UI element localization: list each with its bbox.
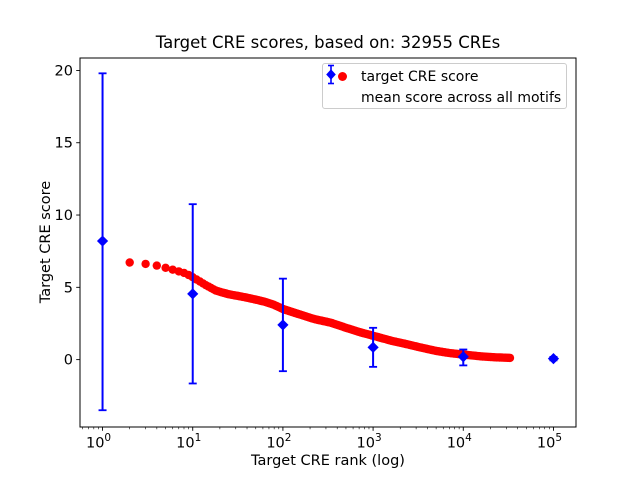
- y-tick-label: 15: [55, 136, 73, 152]
- mean-score-point: [277, 319, 289, 331]
- mean-score-point: [547, 353, 560, 365]
- axes: 100 101 102 103 104 105 0 5 10 15 20: [55, 63, 562, 451]
- x-tick-label: 104: [447, 432, 472, 452]
- legend-item-target-score: target CRE score: [323, 66, 566, 87]
- y-tick-label: 5: [64, 280, 73, 296]
- plot-border: [79, 57, 577, 428]
- x-axis-label: Target CRE rank (log): [251, 453, 405, 469]
- chart-title: Target CRE scores, based on: 32955 CREs: [155, 33, 501, 52]
- x-tick-label: 105: [537, 432, 562, 452]
- mean-score-point: [96, 235, 109, 247]
- x-tick-label: 100: [86, 432, 111, 452]
- legend-item-mean-score: mean score across all motifs: [323, 64, 566, 108]
- x-tick-label: 103: [357, 432, 382, 452]
- red-circle-icon: [323, 72, 361, 81]
- mean-score-point: [187, 288, 199, 300]
- target-score-series: [125, 258, 515, 363]
- y-tick-label: 10: [55, 208, 73, 224]
- mean-score-series: [96, 72, 560, 412]
- y-tick-label: 20: [55, 63, 73, 79]
- x-tick-label: 101: [176, 432, 201, 452]
- legend-item-label: mean score across all motifs: [361, 89, 562, 106]
- y-tick-label: 0: [64, 353, 73, 369]
- mean-score-point: [367, 341, 379, 353]
- x-tick-label: 102: [266, 432, 291, 452]
- mean-score-point: [457, 351, 469, 363]
- legend-item-label: target CRE score: [361, 68, 479, 85]
- legend: target CRE score mean score across all m…: [322, 63, 567, 109]
